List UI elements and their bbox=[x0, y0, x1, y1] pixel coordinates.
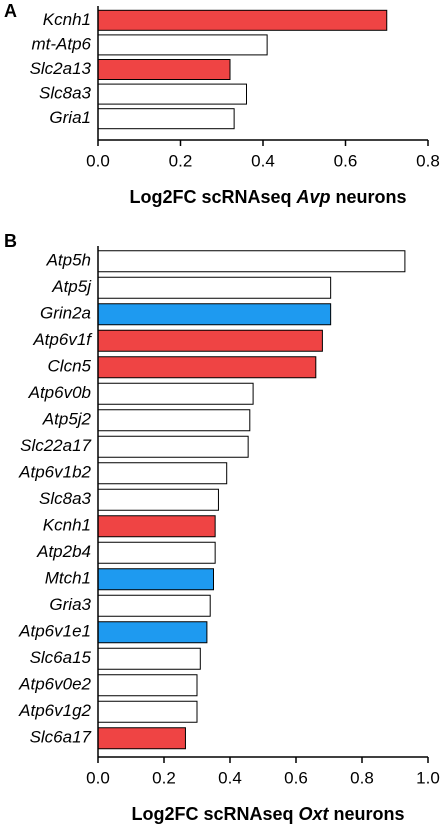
x-tick-label: 0.0 bbox=[86, 151, 110, 170]
bar bbox=[97, 674, 198, 697]
x-axis-label-part: Oxt bbox=[299, 804, 330, 824]
y-tick-label: Atp5j bbox=[51, 277, 92, 296]
bar bbox=[97, 488, 219, 511]
panel-label: A bbox=[4, 1, 17, 21]
bar bbox=[97, 83, 247, 105]
x-axis-label-part: neurons bbox=[334, 804, 405, 824]
bar bbox=[97, 9, 388, 31]
bar bbox=[97, 515, 216, 538]
bar bbox=[97, 594, 211, 617]
panel-label: B bbox=[4, 231, 17, 251]
bar bbox=[97, 329, 323, 352]
bar bbox=[97, 541, 216, 564]
bar bbox=[97, 382, 254, 405]
y-tick-label: Atp2b4 bbox=[36, 542, 91, 561]
x-tick-label: 0.6 bbox=[284, 768, 308, 787]
x-tick-label: 0.2 bbox=[152, 768, 176, 787]
y-tick-label: Gria1 bbox=[49, 108, 91, 127]
bar bbox=[97, 435, 249, 458]
y-tick-label: mt-Atp6 bbox=[31, 34, 91, 53]
y-tick-label: Atp6v0b bbox=[28, 383, 91, 402]
y-tick-label: Clcn5 bbox=[48, 357, 92, 376]
bar bbox=[97, 108, 235, 130]
bar bbox=[97, 462, 228, 485]
x-axis-label-part: Log2FC scRNAseq bbox=[131, 804, 293, 824]
x-tick-label: 1.0 bbox=[416, 768, 440, 787]
x-axis-label-part: Avp bbox=[296, 187, 331, 207]
bar bbox=[97, 568, 214, 591]
x-tick-label: 0.8 bbox=[350, 768, 374, 787]
y-tick-label: Atp6v1g2 bbox=[18, 701, 91, 720]
x-axis-label: Log2FC scRNAseq Oxt neurons bbox=[131, 804, 404, 824]
bar bbox=[97, 250, 406, 273]
x-tick-label: 0.8 bbox=[416, 151, 440, 170]
x-tick-label: 0.4 bbox=[251, 151, 275, 170]
y-tick-label: Atp6v1f bbox=[32, 330, 93, 349]
bar bbox=[97, 34, 268, 56]
y-tick-label: Atp6v0e2 bbox=[18, 675, 91, 694]
y-tick-label: Slc6a15 bbox=[30, 648, 92, 667]
x-axis-label-part: neurons bbox=[336, 187, 407, 207]
bar bbox=[97, 356, 317, 379]
x-tick-label: 0.4 bbox=[218, 768, 242, 787]
bar bbox=[97, 409, 251, 432]
bar bbox=[97, 700, 198, 723]
y-tick-label: Atp5h bbox=[46, 251, 91, 270]
y-tick-label: Atp6v1b2 bbox=[18, 463, 91, 482]
y-tick-label: Slc8a3 bbox=[39, 489, 92, 508]
y-tick-label: Kcnh1 bbox=[43, 516, 91, 535]
y-tick-label: Kcnh1 bbox=[43, 10, 91, 29]
y-tick-label: Slc22a17 bbox=[20, 436, 91, 455]
y-tick-label: Atp6v1e1 bbox=[18, 622, 91, 641]
x-tick-label: 0.2 bbox=[169, 151, 193, 170]
x-axis-label: Log2FC scRNAseq Avp neurons bbox=[129, 187, 406, 207]
bar bbox=[97, 647, 201, 670]
y-tick-label: Slc6a17 bbox=[30, 728, 92, 747]
x-axis-label-part: Log2FC scRNAseq bbox=[129, 187, 291, 207]
y-tick-label: Slc2a13 bbox=[30, 59, 92, 78]
bar bbox=[97, 276, 332, 299]
y-tick-label: Mtch1 bbox=[45, 569, 91, 588]
y-tick-label: Grin2a bbox=[40, 304, 91, 323]
y-tick-label: Slc8a3 bbox=[39, 84, 92, 103]
bar bbox=[97, 621, 208, 644]
y-tick-label: Gria3 bbox=[49, 595, 91, 614]
bar bbox=[97, 727, 186, 750]
x-tick-label: 0.6 bbox=[334, 151, 358, 170]
bar bbox=[97, 303, 332, 326]
y-tick-label: Atp5j2 bbox=[42, 410, 92, 429]
bar bbox=[97, 59, 231, 80]
x-tick-label: 0.0 bbox=[86, 768, 110, 787]
